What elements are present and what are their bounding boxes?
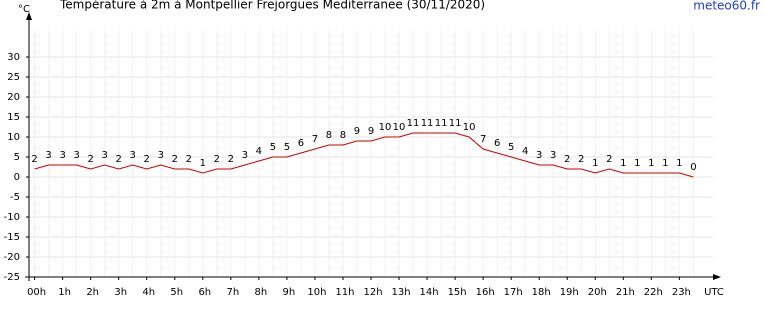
y-tick-label: 0 [14,172,20,183]
value-label: 1 [634,158,640,169]
y-tick-label: 20 [7,92,20,103]
value-label: 1 [662,158,668,169]
x-tick-label: 21h [616,287,635,298]
x-tick-label: 12h [363,287,382,298]
value-label: 4 [256,146,262,157]
value-label: 2 [564,154,570,165]
value-label: 2 [228,154,234,165]
value-label: 5 [270,142,276,153]
x-tick-label: 8h [255,287,268,298]
x-tick-label: 10h [307,287,326,298]
value-label: 2 [186,154,192,165]
value-label: 2 [578,154,584,165]
x-tick-label: 19h [560,287,579,298]
value-label: 11 [407,118,420,129]
value-label: 2 [87,154,93,165]
value-label: 1 [676,158,682,169]
value-label: 11 [421,118,434,129]
x-axis-label: UTC [704,287,724,298]
x-tick-label: 14h [420,287,439,298]
x-tick-label: 3h [114,287,127,298]
y-tick-label: -25 [4,272,20,283]
value-label: 2 [172,154,178,165]
y-axis-arrow [26,12,32,20]
value-label: 3 [242,150,248,161]
x-tick-label: 15h [448,287,467,298]
value-label: 3 [550,150,556,161]
x-tick-label: 11h [335,287,354,298]
value-label: 10 [379,122,392,133]
value-label: 3 [45,150,51,161]
x-tick-label: 9h [283,287,296,298]
x-tick-label: 6h [198,287,211,298]
value-label: 1 [620,158,626,169]
x-tick-label: 2h [86,287,99,298]
value-label: 11 [449,118,462,129]
x-tick-label: 1h [58,287,71,298]
x-tick-label: 13h [392,287,411,298]
value-label: 11 [435,118,448,129]
y-tick-label: -5 [10,192,20,203]
y-tick-label: 25 [7,72,20,83]
x-tick-label: 5h [170,287,183,298]
value-label: 6 [494,138,500,149]
value-label: 0 [690,162,696,173]
x-tick-label: 16h [476,287,495,298]
value-label: 2 [144,154,150,165]
value-label: 6 [298,138,304,149]
x-tick-label: 7h [226,287,239,298]
value-label: 5 [284,142,290,153]
value-label: 9 [354,126,360,137]
x-tick-label: 00h [27,287,46,298]
y-axis-unit: °C [18,4,30,15]
y-tick-label: 10 [7,132,20,143]
value-label: 1 [592,158,598,169]
value-label: 7 [312,134,318,145]
value-label: 2 [214,154,220,165]
x-tick-label: 22h [644,287,663,298]
y-tick-label: -15 [4,232,20,243]
y-tick-label: 30 [7,52,20,63]
value-label: 3 [536,150,542,161]
x-tick-label: 20h [588,287,607,298]
value-label: 8 [326,130,332,141]
y-tick-label: -10 [4,212,20,223]
value-label: 9 [368,126,374,137]
value-label: 2 [31,154,37,165]
y-tick-label: 5 [14,152,20,163]
value-label: 10 [393,122,406,133]
value-label: 4 [522,146,528,157]
x-axis-arrow [713,274,721,280]
value-label: 3 [158,150,164,161]
value-label: 3 [130,150,136,161]
x-tick-label: 4h [142,287,155,298]
x-tick-label: 18h [532,287,551,298]
temperature-line [34,132,694,178]
value-label: 1 [200,158,206,169]
value-label: 3 [73,150,79,161]
x-tick-label: 17h [504,287,523,298]
value-label: 10 [463,122,476,133]
source-link[interactable]: meteo60.fr [693,0,760,13]
value-label: 2 [116,154,122,165]
value-label: 2 [606,154,612,165]
value-label: 7 [480,134,486,145]
value-label: 1 [648,158,654,169]
y-tick-label: 15 [7,112,20,123]
y-tick-label: -20 [4,252,20,263]
x-tick-label: 23h [672,287,691,298]
value-label: 3 [102,150,108,161]
chart-title: Température à 2m à Montpellier Frejorgue… [59,0,485,12]
value-label: 3 [59,150,65,161]
value-label: 5 [508,142,514,153]
value-label: 8 [340,130,346,141]
